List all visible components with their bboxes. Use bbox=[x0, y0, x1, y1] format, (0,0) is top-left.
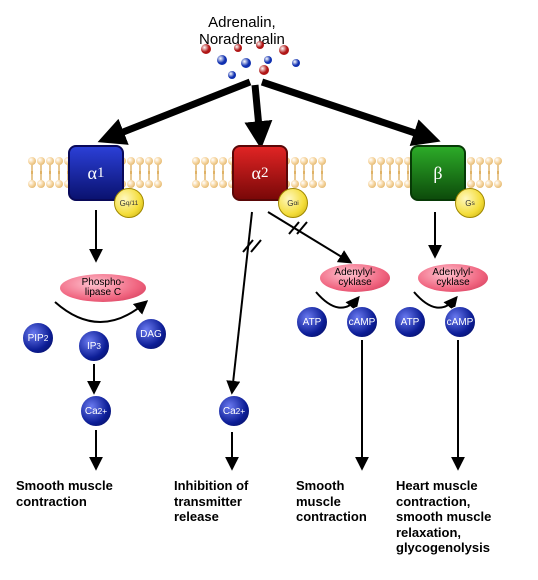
receptor-alpha2: α2 bbox=[232, 145, 288, 201]
outcome-text-3: Heart musclecontraction,smooth musclerel… bbox=[396, 478, 526, 556]
molecule-pip2: PIP2 bbox=[22, 322, 54, 354]
molecule-ca2: Ca2+ bbox=[218, 395, 250, 427]
gprotein-gi: Gαi bbox=[278, 188, 308, 218]
ligand-molecule bbox=[279, 45, 289, 55]
ligand-molecule bbox=[241, 58, 251, 68]
outcome-text-1: Inhibition oftransmitterrelease bbox=[174, 478, 284, 525]
molecule-camp1: cAMP bbox=[346, 306, 378, 338]
ligand-molecule bbox=[228, 71, 236, 79]
enzyme-plc: Phospho-lipase C bbox=[60, 274, 146, 302]
molecule-dag: DAG bbox=[135, 318, 167, 350]
gprotein-gs: Gs bbox=[455, 188, 485, 218]
title: Adrenalin,Noradrenalin bbox=[199, 14, 285, 48]
ligand-molecule bbox=[292, 59, 300, 67]
ligand-molecule bbox=[217, 55, 227, 65]
ligand-molecule bbox=[264, 56, 272, 64]
molecule-ca1: Ca2+ bbox=[80, 395, 112, 427]
enzyme-ac1: Adenylyl-cyklase bbox=[320, 264, 390, 292]
ligand-molecule bbox=[259, 65, 269, 75]
ligand-molecule bbox=[234, 44, 242, 52]
enzyme-ac2: Adenylyl-cyklase bbox=[418, 264, 488, 292]
molecule-ip3: IP3 bbox=[78, 330, 110, 362]
ligand-molecule bbox=[201, 44, 211, 54]
molecule-atp1: ATP bbox=[296, 306, 328, 338]
receptor-alpha1: α1 bbox=[68, 145, 124, 201]
molecule-camp2: cAMP bbox=[444, 306, 476, 338]
molecule-atp2: ATP bbox=[394, 306, 426, 338]
outcome-text-0: Smooth musclecontraction bbox=[16, 478, 146, 509]
gprotein-gq: Gq/11 bbox=[114, 188, 144, 218]
outcome-text-2: Smoothmusclecontraction bbox=[296, 478, 396, 525]
ligand-molecule bbox=[256, 41, 264, 49]
